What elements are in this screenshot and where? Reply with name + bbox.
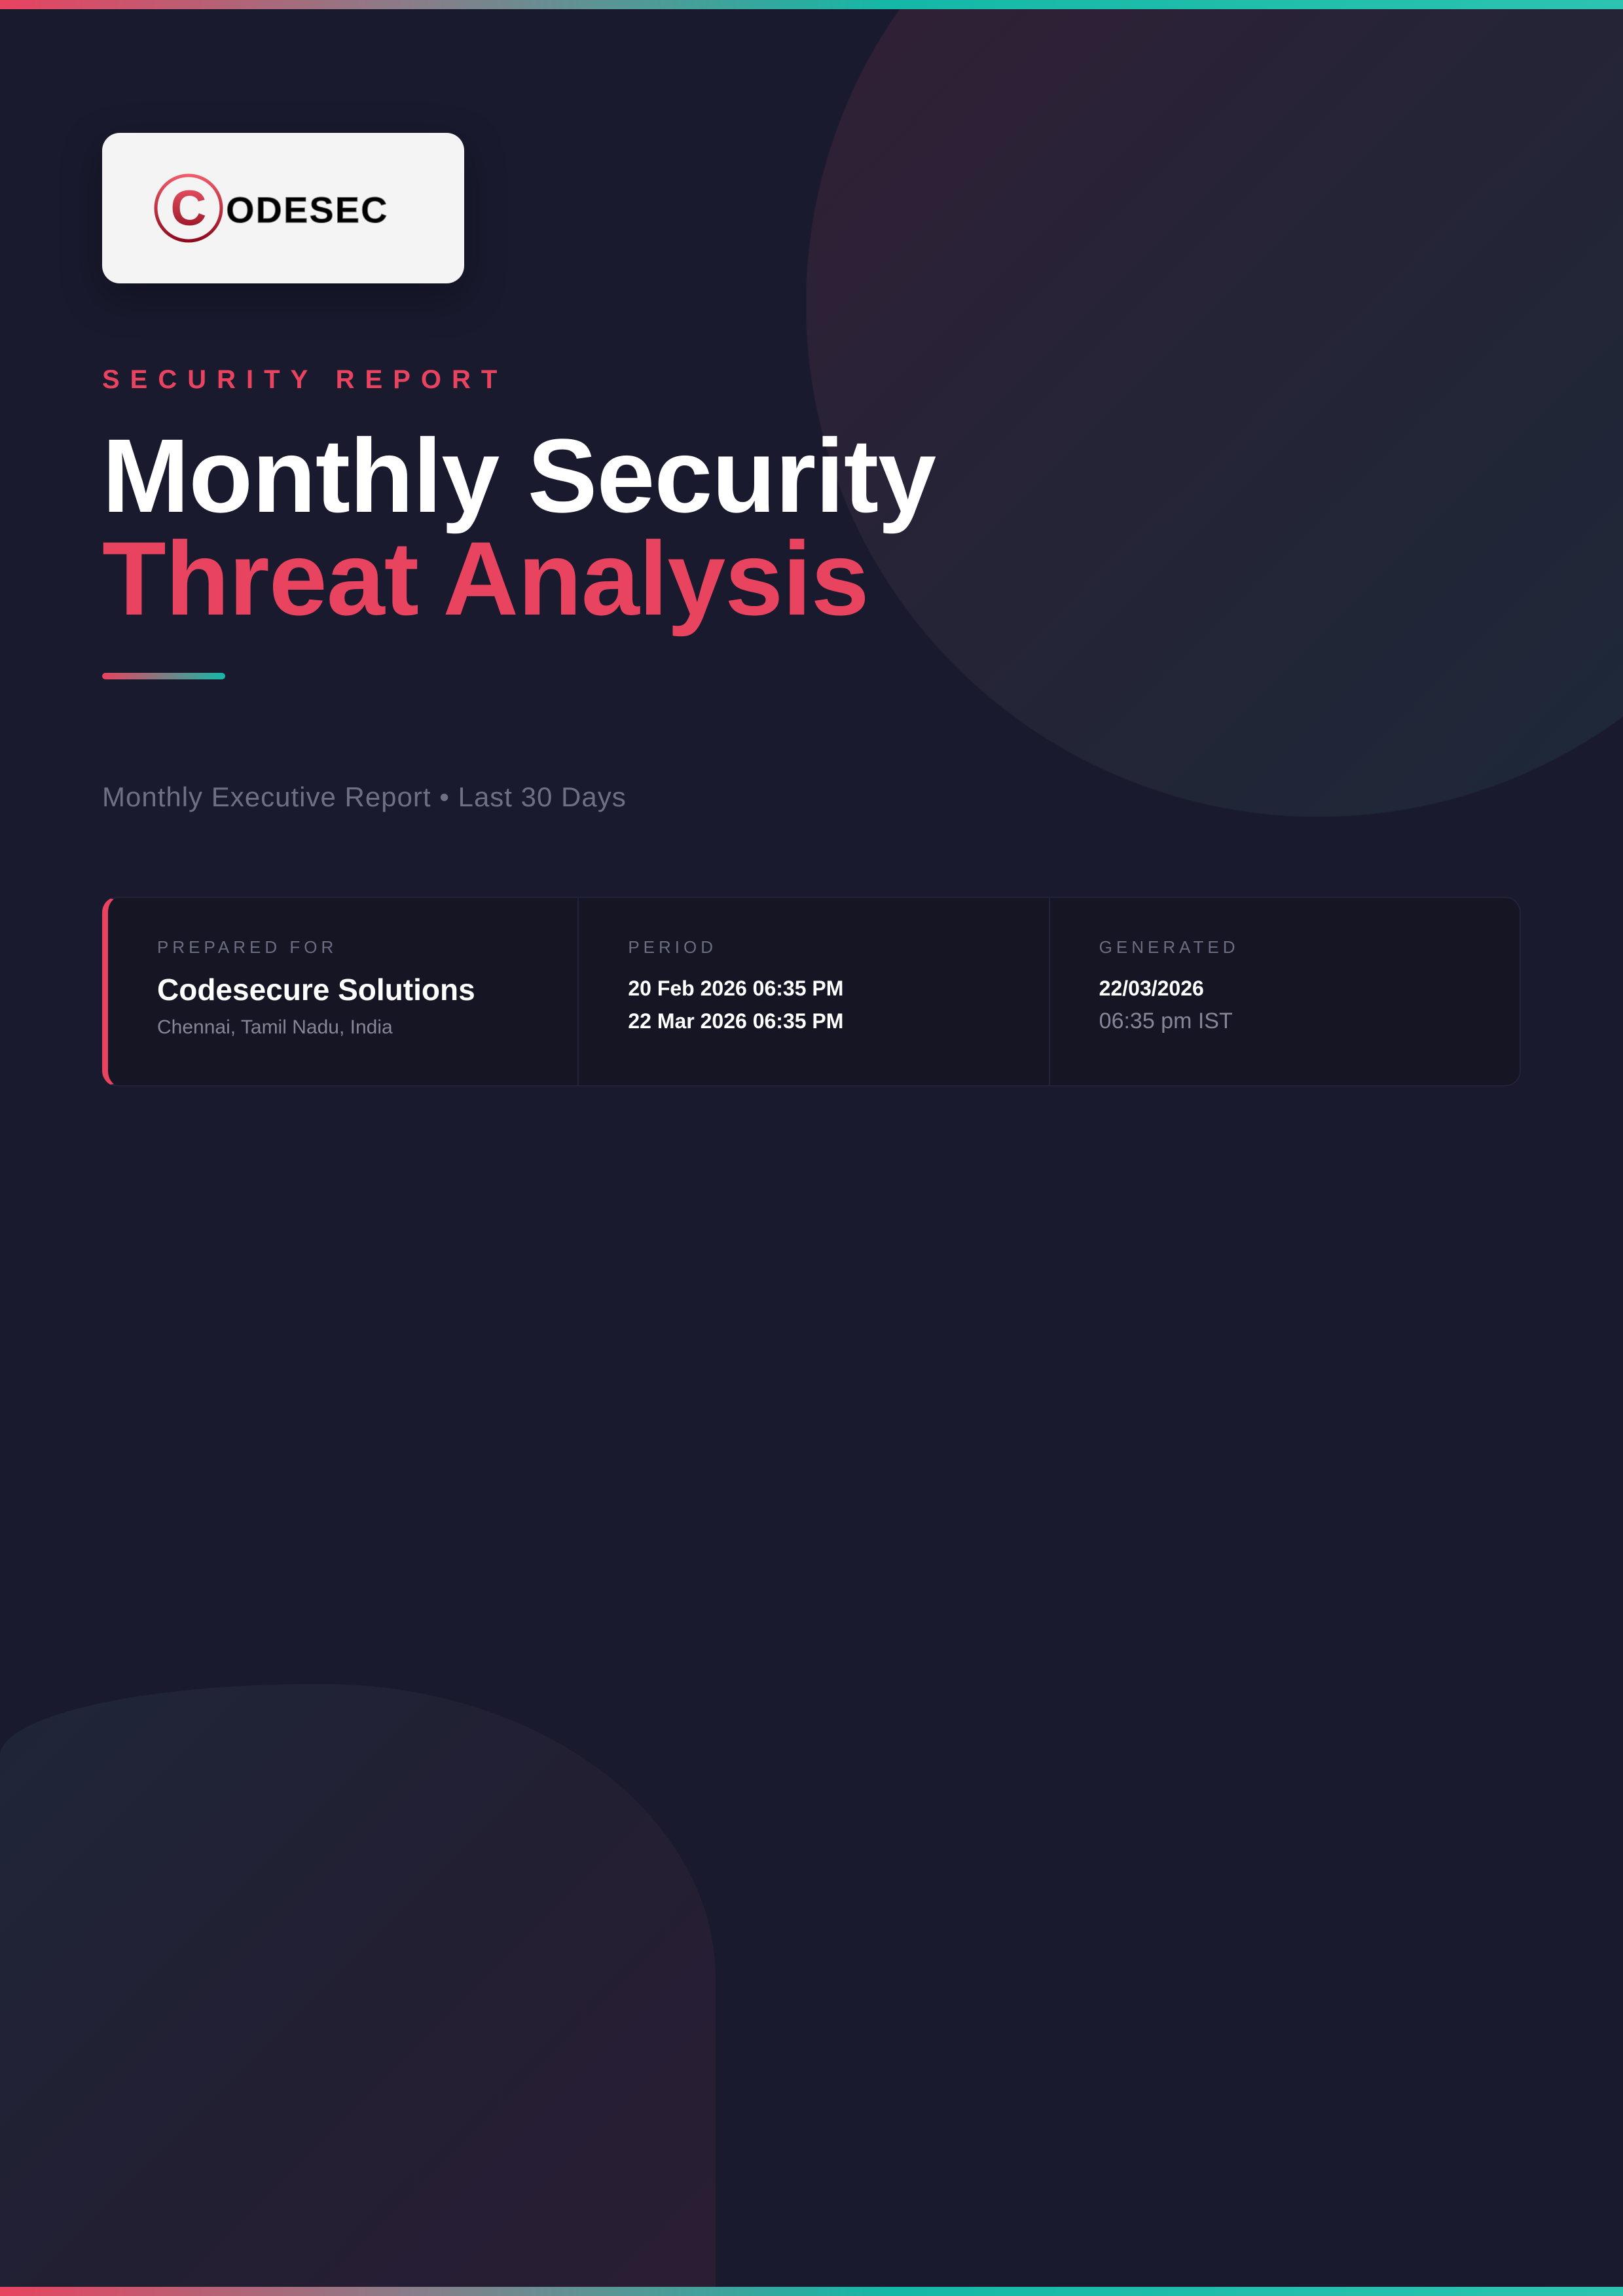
title-line-2: Threat Analysis bbox=[102, 520, 869, 637]
accent-divider bbox=[102, 673, 225, 679]
period-start: 20 Feb 2026 06:35 PM bbox=[628, 977, 844, 1000]
client-location: Chennai, Tamil Nadu, India bbox=[157, 1016, 393, 1038]
decorative-shape bbox=[0, 1684, 716, 2296]
svg-text:ODESEC: ODESEC bbox=[226, 189, 389, 230]
title-line-1: Monthly Security bbox=[102, 417, 936, 534]
svg-text:C: C bbox=[170, 181, 206, 236]
report-info-card: PREPARED FOR Codesecure Solutions Chenna… bbox=[102, 897, 1521, 1086]
codesec-logo-icon: C ODESEC bbox=[154, 173, 389, 243]
report-kicker: SECURITY REPORT bbox=[102, 365, 508, 394]
page-title: Monthly Security Threat Analysis bbox=[102, 417, 936, 637]
generated-time: 06:35 pm IST bbox=[1099, 1009, 1233, 1033]
generated-label: GENERATED bbox=[1099, 937, 1239, 957]
report-subtitle: Monthly Executive Report • Last 30 Days bbox=[102, 781, 627, 812]
top-gradient-bar bbox=[0, 0, 1623, 9]
decorative-circle bbox=[806, 0, 1623, 817]
prepared-for-section: PREPARED FOR Codesecure Solutions Chenna… bbox=[108, 898, 579, 1085]
period-section: PERIOD 20 Feb 2026 06:35 PM 22 Mar 2026 … bbox=[579, 898, 1050, 1085]
client-name: Codesecure Solutions bbox=[157, 973, 475, 1007]
company-logo: C ODESEC bbox=[102, 133, 464, 283]
period-end: 22 Mar 2026 06:35 PM bbox=[628, 1009, 844, 1033]
period-label: PERIOD bbox=[628, 937, 718, 957]
prepared-for-label: PREPARED FOR bbox=[157, 937, 338, 957]
generated-section: GENERATED 22/03/2026 06:35 pm IST bbox=[1050, 898, 1520, 1085]
generated-date: 22/03/2026 bbox=[1099, 977, 1204, 1000]
bottom-gradient-bar bbox=[0, 2287, 1623, 2296]
